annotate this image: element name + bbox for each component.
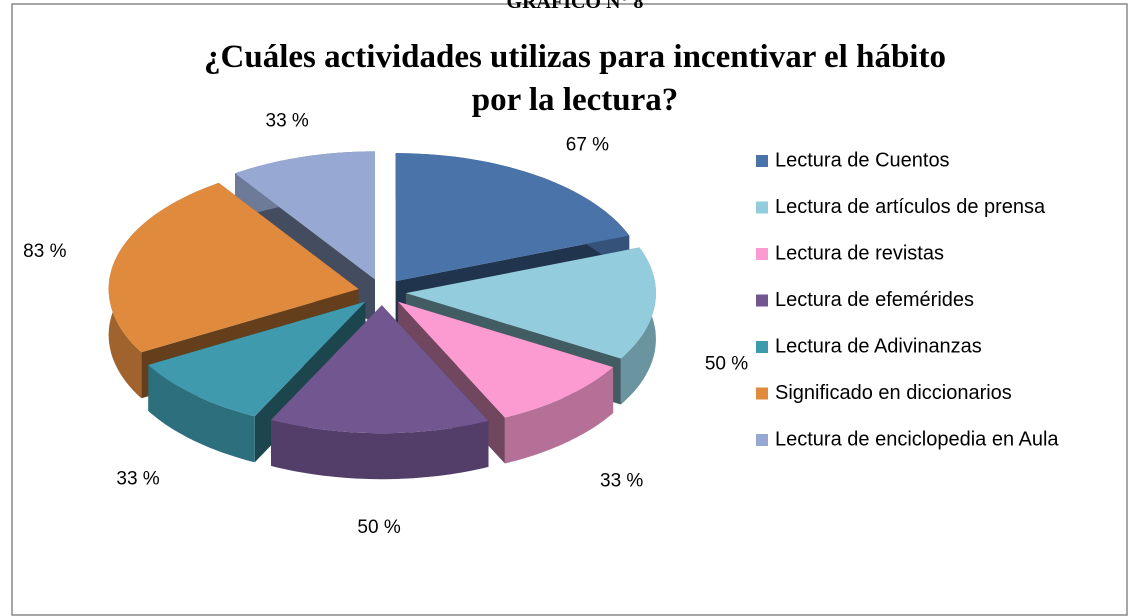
legend-swatch bbox=[756, 434, 768, 446]
figure-label: GRÁFICO N° 8 bbox=[507, 0, 644, 13]
slice-top bbox=[235, 151, 375, 280]
legend-label: Lectura de revistas bbox=[775, 242, 944, 264]
legend-label: Lectura de artículos de prensa bbox=[775, 196, 1046, 218]
legend-swatch bbox=[756, 387, 768, 400]
data-label: 33 % bbox=[266, 111, 309, 132]
slice-top bbox=[108, 182, 359, 353]
slice-top bbox=[398, 301, 614, 418]
data-label: 50 % bbox=[357, 517, 400, 538]
data-label: 33 % bbox=[600, 471, 643, 492]
chart-title: por la lectura? bbox=[472, 82, 679, 118]
legend-swatch bbox=[756, 155, 768, 167]
data-label: 33 % bbox=[116, 468, 159, 489]
chart-title: ¿Cuáles actividades utilizas para incent… bbox=[204, 39, 946, 75]
legend-label: Lectura de enciclopedia en Aula bbox=[775, 428, 1059, 450]
legend-label: Lectura de Cuentos bbox=[775, 149, 950, 171]
slice-wall bbox=[504, 367, 614, 464]
slice-top bbox=[148, 301, 366, 417]
slice bbox=[271, 305, 489, 480]
legend: Lectura de Cuentos Lectura de artículos d… bbox=[756, 149, 1059, 450]
slice-top bbox=[271, 305, 489, 434]
data-label: 83 % bbox=[23, 241, 66, 262]
legend-label: Lectura de Adivinanzas bbox=[775, 335, 982, 357]
slice-wall bbox=[271, 419, 489, 480]
legend-swatch bbox=[756, 341, 768, 353]
data-label: 67 % bbox=[566, 134, 609, 155]
slice-top bbox=[405, 247, 656, 359]
legend-swatch bbox=[756, 294, 768, 307]
legend-swatch bbox=[756, 248, 768, 260]
legend-label: Lectura de efemérides bbox=[775, 289, 974, 311]
slice-wall bbox=[148, 364, 255, 463]
legend-swatch bbox=[756, 201, 768, 214]
legend-label: Significado en diccionarios bbox=[775, 382, 1012, 404]
pie: 33 % 67 % 83 % 50 % 33 % 33 % 50 % bbox=[23, 111, 748, 539]
data-label: 50 % bbox=[705, 353, 748, 374]
slice-top bbox=[395, 153, 630, 282]
